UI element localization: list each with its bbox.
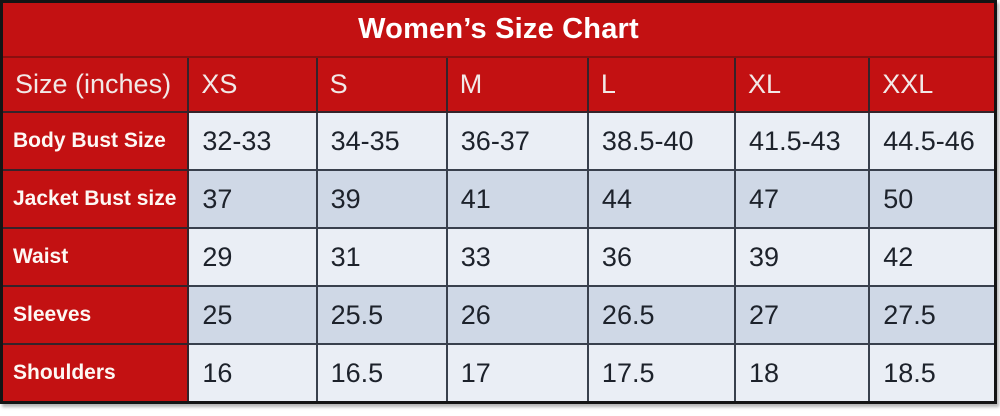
size-cell: 25.5 [315, 285, 448, 345]
size-chart-container: Women’s Size Chart Size (inches) XS S M … [0, 0, 997, 404]
size-cell: 26.5 [586, 285, 737, 345]
size-cell: 29 [187, 227, 318, 287]
table-row-waist: Waist 29 31 33 36 39 42 [0, 227, 997, 287]
size-cell: 50 [868, 169, 997, 229]
size-cell: 16.5 [315, 343, 448, 404]
table-row-shoulders: Shoulders 16 16.5 17 17.5 18 18.5 [0, 343, 997, 404]
table-row-sleeves: Sleeves 25 25.5 26 26.5 27 27.5 [0, 285, 997, 345]
size-cell: 31 [315, 227, 448, 287]
row-label-body-bust-size: Body Bust Size [0, 111, 190, 171]
size-cell: 36 [586, 227, 737, 287]
size-cell: 27.5 [868, 285, 997, 345]
size-cell: 18.5 [868, 343, 997, 404]
row-label-waist: Waist [0, 227, 190, 287]
size-cell: 37 [187, 169, 318, 229]
table-row-body-bust-size: Body Bust Size 32-33 34-35 36-37 38.5-40… [0, 111, 997, 171]
row-label-shoulders: Shoulders [0, 343, 190, 404]
column-header-xxl: XXL [868, 56, 997, 113]
size-cell: 27 [734, 285, 871, 345]
size-cell: 39 [734, 227, 871, 287]
row-label-jacket-bust-size: Jacket Bust size [0, 169, 190, 229]
size-cell: 34-35 [315, 111, 448, 171]
column-header-m: M [445, 56, 589, 113]
size-cell: 25 [187, 285, 318, 345]
column-header-s: S [315, 56, 448, 113]
chart-title: Women’s Size Chart [1, 1, 996, 58]
size-cell: 38.5-40 [586, 111, 737, 171]
size-cell: 47 [734, 169, 871, 229]
womens-size-chart-table: Women’s Size Chart Size (inches) XS S M … [0, 0, 997, 404]
size-cell: 32-33 [187, 111, 318, 171]
size-cell: 17.5 [586, 343, 737, 404]
size-cell: 44 [586, 169, 737, 229]
size-header-row: Size (inches) XS S M L XL XXL [0, 56, 997, 113]
column-header-xl: XL [734, 56, 871, 113]
size-cell: 26 [445, 285, 589, 345]
title-row: Women’s Size Chart [1, 1, 996, 58]
column-header-xs: XS [187, 56, 318, 113]
size-cell: 42 [868, 227, 997, 287]
column-header-size-inches: Size (inches) [0, 56, 190, 113]
size-cell: 33 [445, 227, 589, 287]
size-cell: 41 [445, 169, 589, 229]
size-cell: 39 [315, 169, 448, 229]
row-label-sleeves: Sleeves [0, 285, 190, 345]
size-cell: 18 [734, 343, 871, 404]
size-cell: 41.5-43 [734, 111, 871, 171]
table-row-jacket-bust-size: Jacket Bust size 37 39 41 44 47 50 [0, 169, 997, 229]
size-cell: 36-37 [445, 111, 589, 171]
size-cell: 44.5-46 [868, 111, 997, 171]
column-header-l: L [586, 56, 737, 113]
size-cell: 16 [187, 343, 318, 404]
size-cell: 17 [445, 343, 589, 404]
